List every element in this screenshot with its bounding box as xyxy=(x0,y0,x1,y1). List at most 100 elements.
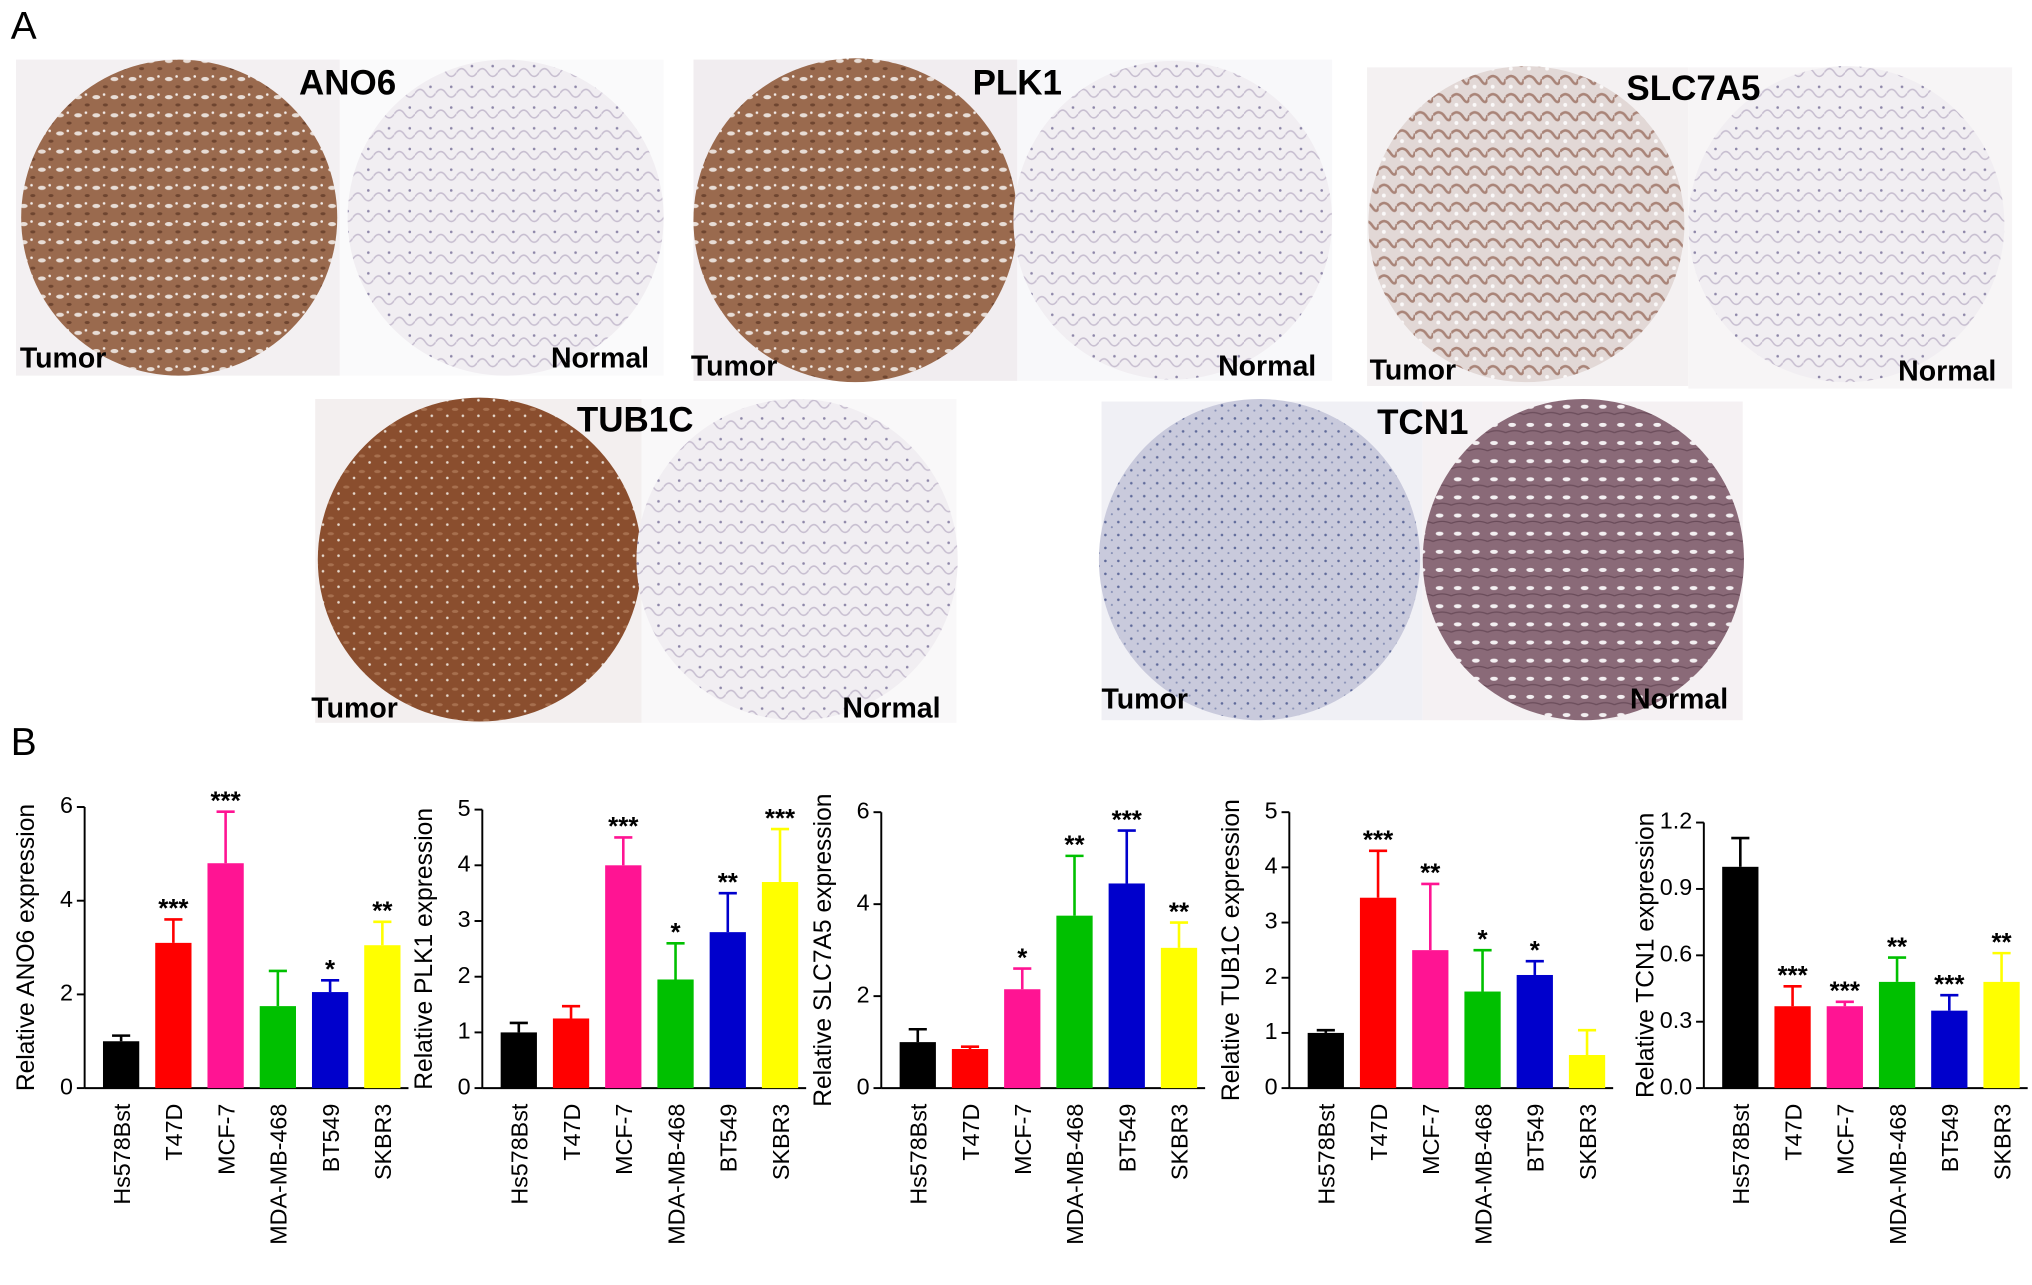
bar xyxy=(657,979,694,1089)
bar xyxy=(500,1032,537,1089)
x-tick-label: SKBR3 xyxy=(768,1104,794,1180)
x-tick-label: Hs578Bst xyxy=(109,1103,135,1205)
x-tick-label: SKBR3 xyxy=(1575,1104,1601,1180)
y-tick-label: 4 xyxy=(60,886,73,912)
significance: *** xyxy=(1363,827,1394,855)
x-tick-label: Hs578Bst xyxy=(906,1103,932,1205)
y-tick-label: 1 xyxy=(458,1018,471,1044)
ihc-pair: TUB1C Tumor Normal xyxy=(311,397,958,724)
bar xyxy=(951,1049,989,1089)
gene-label: PLK1 xyxy=(973,64,1062,103)
significance: *** xyxy=(1112,806,1143,834)
bar xyxy=(102,1041,140,1089)
bar xyxy=(1464,991,1501,1089)
bar xyxy=(155,942,192,1089)
ihc-pair: ANO6 Tumor Normal xyxy=(15,59,664,376)
significance: *** xyxy=(158,895,189,923)
x-tick-label: MCF-7 xyxy=(1418,1104,1444,1175)
tissue-core xyxy=(1688,66,2005,383)
bar xyxy=(1160,947,1198,1089)
bar xyxy=(1722,866,1759,1089)
x-tick-label: MCF-7 xyxy=(1833,1104,1859,1175)
x-tick-label: BT549 xyxy=(1115,1104,1141,1173)
ihc-pair: TCN1 Tumor Normal xyxy=(1098,398,1744,721)
gene-label: TCN1 xyxy=(1377,403,1468,442)
bar xyxy=(761,882,799,1089)
y-tick-label: 0 xyxy=(458,1073,471,1099)
tissue-core xyxy=(693,58,1018,383)
x-tick-label: BT549 xyxy=(716,1104,742,1173)
bar xyxy=(1826,1006,1863,1089)
significance: * xyxy=(1530,937,1541,965)
x-tick-label: BT549 xyxy=(1523,1104,1549,1173)
x-tick-label: MCF-7 xyxy=(1010,1104,1036,1175)
y-tick-label: 2 xyxy=(60,980,73,1006)
y-tick-label: 4 xyxy=(1265,853,1278,879)
significance: *** xyxy=(210,787,241,815)
bar xyxy=(1568,1054,1606,1089)
x-tick-label: MCF-7 xyxy=(213,1104,239,1175)
x-tick-label: MDA-MB-468 xyxy=(1885,1104,1911,1245)
x-tick-label: T47D xyxy=(1366,1104,1392,1161)
y-tick-label: 1.2 xyxy=(1660,808,1692,834)
tumor-label: Tumor xyxy=(311,692,398,724)
bar xyxy=(1931,1010,1968,1089)
tumor-label: Tumor xyxy=(1101,683,1188,715)
x-tick-label: SKBR3 xyxy=(1989,1104,2015,1180)
y-tick-label: 0.0 xyxy=(1660,1073,1692,1099)
significance: ** xyxy=(1064,832,1085,860)
bar xyxy=(552,1018,590,1089)
gene-label: ANO6 xyxy=(299,64,396,103)
tissue-core xyxy=(1422,398,1744,721)
x-tick-label: BT549 xyxy=(1937,1104,1963,1173)
x-tick-label: MCF-7 xyxy=(611,1104,637,1175)
x-tick-label: T47D xyxy=(1780,1104,1806,1161)
normal-label: Normal xyxy=(1218,350,1316,382)
significance: ** xyxy=(1420,860,1441,888)
y-tick-label: 3 xyxy=(458,906,471,932)
y-tick-label: 0 xyxy=(1265,1073,1278,1099)
bar xyxy=(1774,1006,1811,1089)
significance: * xyxy=(1017,944,1028,972)
x-tick-label: Hs578Bst xyxy=(507,1103,533,1205)
bar xyxy=(207,863,244,1089)
significance: * xyxy=(1478,926,1489,954)
bar xyxy=(364,945,401,1089)
bar xyxy=(899,1042,936,1089)
x-tick-label: MDA-MB-468 xyxy=(663,1104,689,1245)
y-tick-label: 0 xyxy=(60,1073,73,1099)
significance: *** xyxy=(608,813,639,841)
y-tick-label: 4 xyxy=(458,850,471,876)
y-tick-label: 2 xyxy=(1265,963,1278,989)
ihc-pair: SLC7A5 Tumor Normal xyxy=(1367,66,2013,389)
y-axis-label: Relative PLK1 expression xyxy=(411,808,438,1090)
bar xyxy=(1056,915,1093,1089)
x-tick-label: T47D xyxy=(559,1104,585,1161)
x-tick-label: T47D xyxy=(161,1104,187,1161)
y-axis-label: Relative ANO6 expression xyxy=(13,804,40,1091)
y-tick-label: 0.9 xyxy=(1660,874,1692,900)
y-tick-label: 5 xyxy=(458,795,471,821)
y-tick-label: 4 xyxy=(857,889,870,915)
x-tick-label: T47D xyxy=(958,1104,984,1161)
panel-label: A xyxy=(11,5,37,48)
bar xyxy=(1983,981,2020,1089)
bar xyxy=(1878,981,1916,1089)
y-tick-label: 2 xyxy=(458,962,471,988)
y-axis-label: Relative TCN1 expression xyxy=(1632,813,1659,1098)
normal-label: Normal xyxy=(551,343,649,375)
bar xyxy=(1307,1032,1344,1089)
gene-label: SLC7A5 xyxy=(1626,69,1760,108)
significance: * xyxy=(670,919,681,947)
y-tick-label: 2 xyxy=(857,981,870,1007)
x-tick-label: SKBR3 xyxy=(1167,1104,1193,1180)
significance: *** xyxy=(1934,971,1965,999)
y-tick-label: 0 xyxy=(857,1073,870,1099)
panel-label: B xyxy=(11,721,37,764)
y-tick-label: 6 xyxy=(60,792,73,818)
significance: * xyxy=(325,956,336,984)
x-tick-label: SKBR3 xyxy=(370,1104,396,1180)
bar xyxy=(311,992,349,1089)
y-axis-label: Relative SLC7A5 expression xyxy=(810,794,837,1107)
